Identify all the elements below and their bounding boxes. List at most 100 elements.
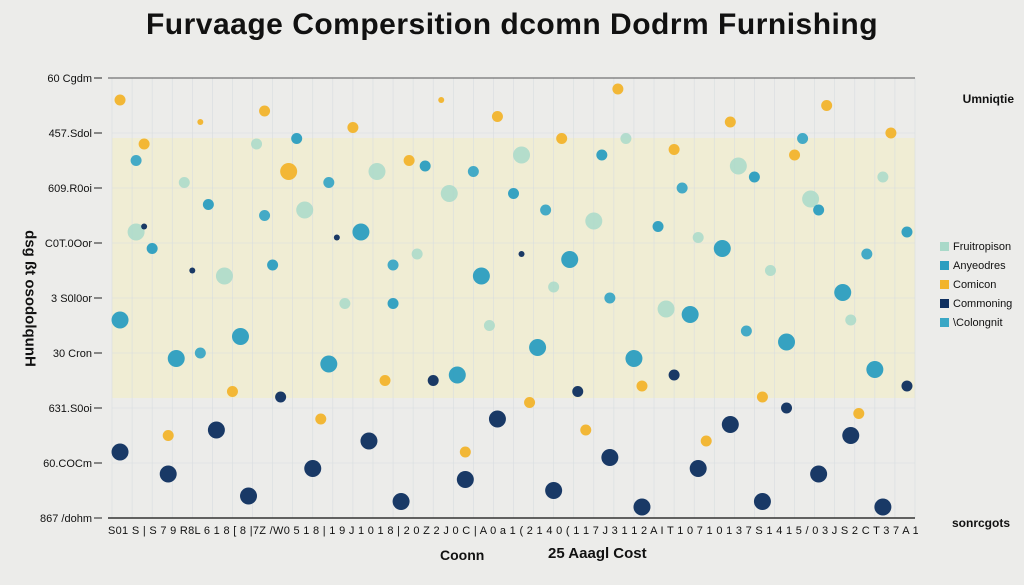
data-point-anyeodres [387, 298, 399, 309]
data-point-colongnit [130, 155, 142, 166]
data-point-fruitropison [339, 298, 351, 309]
data-point-fruitropison [483, 320, 495, 331]
data-point-fruitropison [729, 157, 747, 175]
data-point-commoning [456, 471, 474, 488]
data-point-colongnit [323, 177, 335, 188]
data-point-comicon [259, 105, 271, 117]
data-point-fruitropison [215, 267, 233, 285]
legend-label: Commoning [953, 297, 1013, 310]
data-point-commoning [668, 369, 680, 381]
data-point-commoning [207, 421, 225, 439]
data-point-anyeodres [834, 284, 852, 301]
data-point-comicon [668, 144, 680, 155]
chart-title: Furvaage Compersition dcomn Dodrm Furnis… [145, 8, 879, 41]
legend-swatch [940, 318, 949, 327]
data-point-comicon [315, 413, 327, 425]
x-axis-label-left: Coonn [440, 547, 485, 563]
data-point-comicon [756, 391, 768, 403]
legend: Fruitropison Anyeodres Comicon Commoning… [940, 237, 1012, 332]
data-point-fruitropison [440, 185, 458, 202]
data-point-colongnit [861, 248, 873, 260]
data-point-anyeodres [202, 199, 214, 210]
data-point-commoning [545, 482, 563, 499]
data-point-anyeodres [352, 223, 370, 241]
data-point-comicon [885, 127, 897, 139]
legend-label: \Colongnit [953, 316, 1003, 329]
data-point-fruitropison [657, 300, 675, 318]
data-point-commoning [721, 416, 739, 433]
data-point-comicon [379, 375, 391, 386]
data-point-anyeodres [267, 259, 279, 271]
data-point-commoning [333, 234, 340, 241]
data-point-anyeodres [320, 355, 338, 373]
data-point-anyeodres [561, 251, 579, 268]
data-point-commoning [392, 493, 410, 510]
data-point-anyeodres [419, 160, 431, 172]
data-point-fruitropison [178, 177, 190, 188]
data-point-commoning [360, 432, 378, 450]
data-point-fruitropison [620, 133, 632, 144]
x-axis-label-right: 25 Aaagl Cost [548, 545, 647, 562]
data-point-commoning [842, 427, 860, 444]
data-point-fruitropison [877, 171, 889, 183]
data-point-fruitropison [513, 146, 531, 164]
data-point-commoning [141, 223, 148, 230]
data-point-colongnit [387, 259, 399, 271]
legend-label: Anyeodres [953, 259, 1006, 272]
data-point-anyeodres [596, 149, 608, 161]
data-point-anyeodres [625, 350, 643, 367]
data-point-fruitropison [368, 163, 386, 180]
data-point-fruitropison [764, 265, 776, 276]
data-point-comicon [556, 133, 568, 144]
data-point-colongnit [259, 210, 271, 221]
data-point-commoning [601, 449, 619, 466]
data-point-colongnit [604, 292, 616, 304]
data-point-anyeodres [901, 226, 913, 238]
legend-item: Commoning [940, 294, 1012, 313]
data-point-comicon [162, 430, 174, 441]
data-point-comicon [853, 408, 865, 419]
data-point-commoning [111, 443, 129, 461]
y-tick-label: 3 S0l0or [51, 293, 92, 305]
data-point-commoning [189, 267, 196, 274]
data-point-commoning [781, 402, 793, 414]
data-point-commoning [488, 410, 506, 428]
data-point-commoning [159, 465, 177, 483]
data-point-comicon [636, 380, 648, 392]
y-tick-label: 457.Sdol [49, 128, 92, 140]
data-point-fruitropison [845, 314, 857, 326]
data-point-anyeodres [146, 243, 158, 254]
data-point-colongnit [676, 182, 688, 194]
data-point-fruitropison [127, 223, 145, 241]
data-point-commoning [427, 375, 439, 386]
data-point-commoning [633, 498, 651, 516]
data-point-fruitropison [411, 248, 423, 260]
legend-item: Fruitropison [940, 237, 1012, 256]
data-point-fruitropison [251, 138, 263, 150]
data-point-comicon [459, 446, 471, 458]
data-point-anyeodres [472, 267, 490, 285]
data-point-comicon [138, 138, 150, 150]
data-point-commoning [753, 493, 771, 510]
data-point-commoning [689, 460, 707, 477]
data-point-anyeodres [167, 350, 185, 367]
legend-swatch [940, 242, 949, 251]
data-point-comicon [612, 83, 624, 95]
data-point-commoning [572, 386, 584, 397]
data-point-commoning [518, 251, 525, 257]
legend-label: Fruitropison [953, 240, 1012, 253]
data-point-fruitropison [296, 201, 314, 219]
data-point-comicon [114, 94, 126, 106]
data-point-comicon [280, 163, 298, 180]
data-point-comicon [524, 397, 536, 408]
data-point-comicon [580, 424, 592, 436]
data-point-colongnit [740, 325, 752, 337]
y-tick-label: 60 Cgdm [47, 73, 92, 85]
data-point-comicon [403, 155, 415, 166]
data-point-commoning [275, 391, 287, 403]
data-point-anyeodres [448, 366, 466, 384]
data-point-commoning [304, 460, 322, 477]
data-point-colongnit [194, 347, 206, 359]
data-point-anyeodres [713, 240, 731, 257]
